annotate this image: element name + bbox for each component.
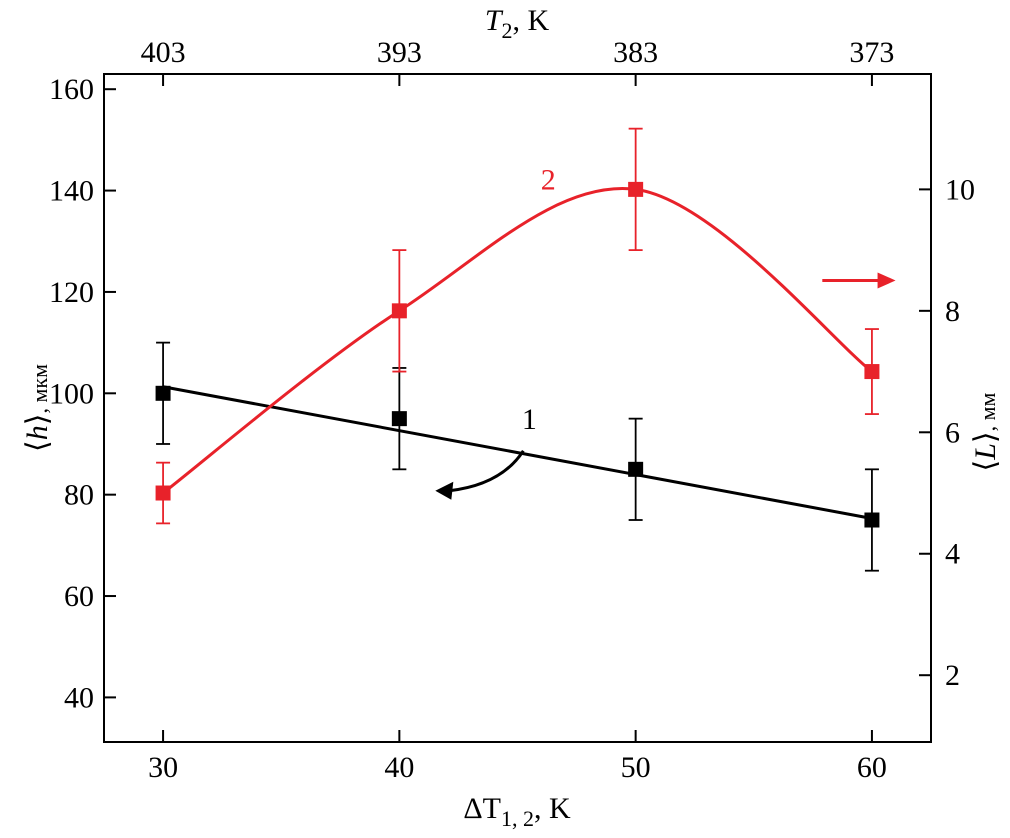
y-left-tick-label: 40: [64, 681, 94, 714]
y-axis-left-title: ⟨h⟩, мкм: [21, 364, 54, 452]
plot-frame: [103, 73, 932, 743]
series-2-point: [391, 303, 407, 319]
x-top-tick-label: 393: [377, 36, 422, 69]
series-2-point: [628, 181, 644, 197]
y-left-tick-label: 140: [49, 175, 94, 208]
x-bottom-tick-label: 60: [857, 751, 887, 784]
x-top-tick-label: 373: [849, 36, 894, 69]
y-right-tick-label: 2: [945, 659, 960, 692]
series-2-point: [864, 364, 880, 380]
y-right-tick-label: 6: [945, 416, 960, 449]
series-1-fit-line: [162, 385, 873, 520]
y-left-tick-label: 160: [49, 73, 94, 106]
series-1-point: [864, 512, 880, 528]
y-left-tick-label: 80: [64, 479, 94, 512]
y-left-tick-label: 120: [49, 276, 94, 309]
y-axis-right-title: ⟨L⟩, мм: [969, 392, 1002, 471]
series-2-fit-curve: [162, 187, 873, 495]
y-left-tick-label: 100: [49, 377, 94, 410]
x-axis-bottom-title: ΔT1, 2, K: [463, 792, 571, 831]
x-bottom-tick-label: 40: [384, 751, 414, 784]
series-1-point: [391, 411, 407, 427]
series-1-point: [155, 385, 171, 401]
x-top-tick-label: 383: [613, 36, 658, 69]
y-left-tick-label: 60: [64, 580, 94, 613]
series-1-arrow-head: [435, 481, 454, 500]
series-1-label: 1: [522, 403, 537, 436]
y-right-tick-label: 4: [945, 538, 960, 571]
y-right-tick-label: 8: [945, 295, 960, 328]
series-2-arrow-head: [877, 272, 896, 289]
x-bottom-tick-label: 50: [621, 751, 651, 784]
x-axis-top-title: T2, K: [485, 4, 550, 43]
y-right-tick-label: 10: [945, 173, 975, 206]
series-1-point: [628, 461, 644, 477]
series-2-point: [155, 485, 171, 501]
x-top-tick-label: 403: [141, 36, 186, 69]
series-1-arrow-shaft: [449, 449, 525, 493]
x-bottom-tick-label: 30: [148, 751, 178, 784]
series-2-label: 2: [541, 163, 556, 196]
